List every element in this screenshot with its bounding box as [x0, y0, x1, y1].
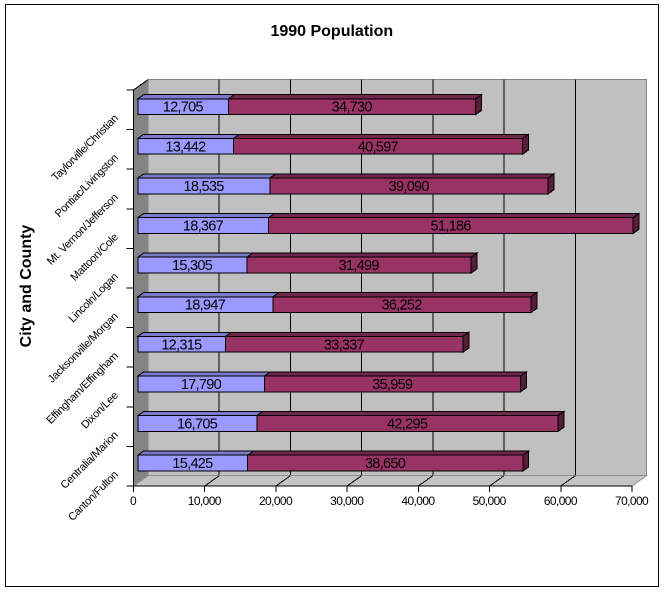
svg-text:51,186: 51,186 [431, 219, 472, 235]
svg-text:70,000: 70,000 [615, 494, 649, 508]
svg-text:18,535: 18,535 [183, 179, 224, 195]
svg-text:1990 Population: 1990 Population [270, 23, 393, 40]
svg-text:15,425: 15,425 [172, 456, 213, 472]
svg-text:12,705: 12,705 [163, 100, 204, 116]
svg-text:50,000: 50,000 [473, 494, 507, 508]
svg-text:17,790: 17,790 [181, 377, 222, 393]
svg-text:0: 0 [130, 494, 137, 508]
svg-text:35,959: 35,959 [372, 377, 413, 393]
svg-text:34,730: 34,730 [332, 100, 373, 116]
svg-text:15,305: 15,305 [172, 258, 213, 274]
svg-text:30,000: 30,000 [330, 494, 364, 508]
svg-text:40,000: 40,000 [401, 494, 435, 508]
svg-text:42,295: 42,295 [387, 417, 428, 433]
svg-text:20,000: 20,000 [259, 494, 293, 508]
svg-text:10,000: 10,000 [188, 494, 222, 508]
svg-text:39,090: 39,090 [389, 179, 430, 195]
svg-text:18,367: 18,367 [183, 219, 224, 235]
svg-text:38,650: 38,650 [365, 456, 406, 472]
svg-text:31,499: 31,499 [339, 258, 380, 274]
svg-text:18,947: 18,947 [185, 298, 226, 314]
svg-text:12,315: 12,315 [161, 337, 202, 353]
svg-text:40,597: 40,597 [358, 139, 399, 155]
svg-text:33,337: 33,337 [324, 337, 365, 353]
svg-text:60,000: 60,000 [544, 494, 578, 508]
svg-text:16,705: 16,705 [177, 417, 218, 433]
svg-text:13,442: 13,442 [165, 139, 206, 155]
svg-text:36,252: 36,252 [381, 298, 422, 314]
svg-text:City and County: City and County [18, 225, 35, 348]
